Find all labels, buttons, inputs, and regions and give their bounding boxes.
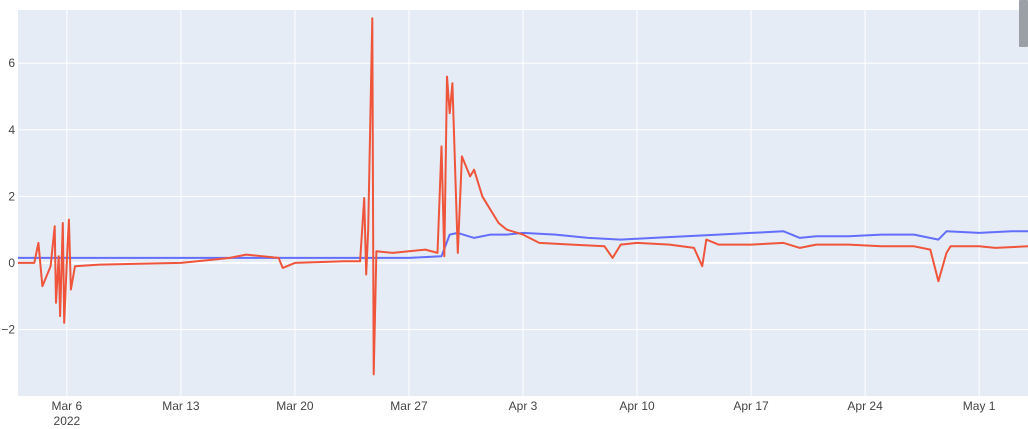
x-tick-label: Apr 3	[509, 399, 538, 413]
series-lines	[18, 17, 1028, 376]
y-tick-label: 4	[8, 123, 15, 137]
x-tick-label: Mar 6	[52, 399, 83, 413]
series-line-1	[18, 230, 1028, 259]
x-tick-label: Mar 27	[390, 399, 428, 413]
y-tick-label: 2	[8, 189, 15, 203]
series-line-2	[18, 17, 1028, 376]
y-tick-label: −2	[1, 322, 15, 336]
x-tick-label: Apr 24	[847, 399, 883, 413]
y-tick-label: 6	[8, 56, 15, 70]
x-tick-label: Mar 13	[162, 399, 200, 413]
x-tick-label: Apr 17	[733, 399, 769, 413]
scrollbar-handle[interactable]	[1019, 0, 1028, 47]
x-axis-ticks: Mar 6 Mar 13 Mar 20 Mar 27 Apr 3 Apr 10 Apr 17…	[52, 399, 996, 413]
x-tick-label: May 1	[963, 399, 996, 413]
y-axis-ticks: −2 0 2 4 6	[1, 56, 15, 336]
y-tick-label: 0	[8, 256, 15, 270]
x-axis-year-label: 2022	[54, 414, 81, 428]
x-tick-label: Mar 20	[276, 399, 314, 413]
x-tick-label: Apr 10	[619, 399, 655, 413]
